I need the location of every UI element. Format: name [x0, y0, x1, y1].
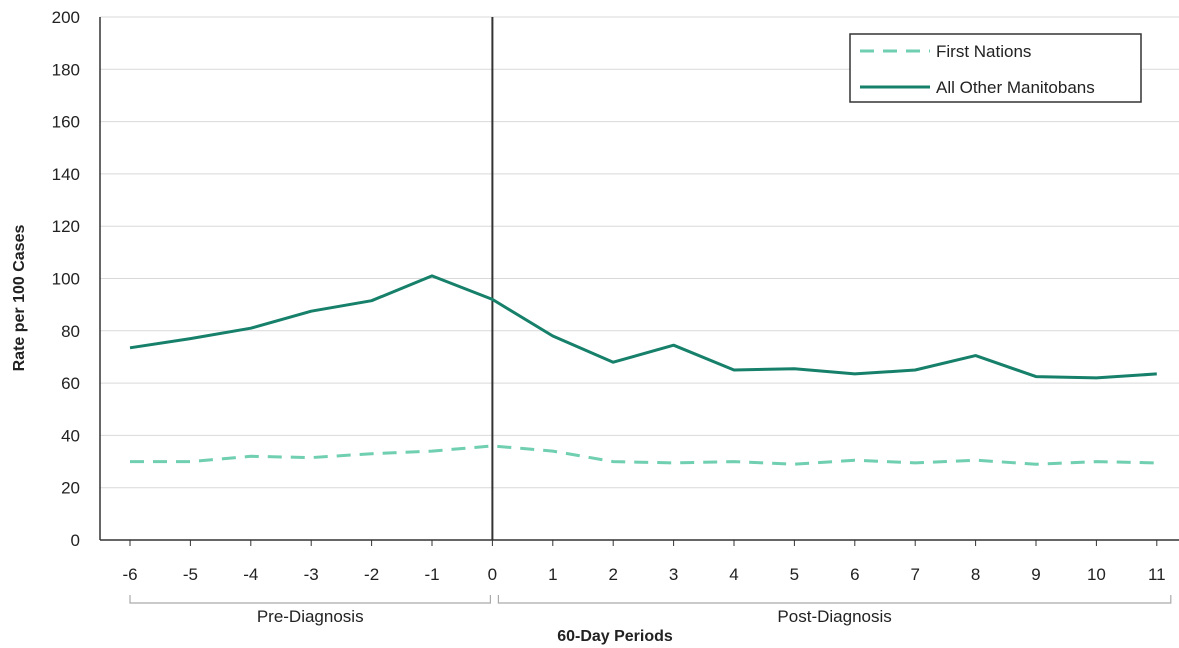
y-axis-title: Rate per 100 Cases [11, 225, 28, 372]
legend-box [849, 33, 1142, 103]
x-tick-label-1: 1 [548, 565, 557, 584]
x-tick-label--3: -3 [304, 565, 319, 584]
y-tick-label-20: 20 [61, 479, 80, 498]
x-tick-label-11: 11 [1148, 565, 1166, 584]
x-tick-label-5: 5 [790, 565, 799, 584]
axes [99, 17, 1179, 541]
y-tick-label-120: 120 [52, 217, 80, 236]
x-axis-ticks: -6 -5 -4 -3 -2 -1 0 1 2 3 4 5 6 7 8 9 10 11 [122, 540, 1166, 584]
x-tick-label-8: 8 [971, 565, 980, 584]
period-groups: Pre-Diagnosis Post-Diagnosis [129, 595, 1172, 626]
series-line-all-other-manitobans [129, 274, 1157, 380]
x-axis-title: 60-Day Periods [557, 628, 673, 645]
y-tick-label-200: 200 [52, 8, 80, 27]
y-tick-label-80: 80 [61, 322, 80, 341]
y-axis-ticks: 0 20 40 60 80 100 120 140 160 180 200 [52, 8, 80, 550]
bracket-post-diagnosis [497, 595, 1172, 604]
x-tick-label--1: -1 [424, 565, 439, 584]
x-tick-label-10: 10 [1087, 565, 1106, 584]
legend: First Nations All Other Manitobans [849, 33, 1142, 103]
gridlines [100, 16, 1179, 489]
series-line-first-nations [130, 444, 1157, 466]
x-tick-label-4: 4 [729, 565, 738, 584]
x-tick-label-6: 6 [850, 565, 859, 584]
legend-first-nations-label: First Nations [936, 42, 1031, 61]
x-tick-label--6: -6 [122, 565, 137, 584]
x-tick-label-2: 2 [608, 565, 617, 584]
group-label-pre-diagnosis: Pre-Diagnosis [257, 607, 364, 626]
y-tick-label-180: 180 [52, 60, 80, 79]
x-tick-label-7: 7 [910, 565, 919, 584]
group-label-post-diagnosis: Post-Diagnosis [777, 607, 891, 626]
y-tick-label-40: 40 [61, 426, 80, 445]
x-tick-label--4: -4 [243, 565, 258, 584]
y-tick-label-100: 100 [52, 270, 80, 289]
bracket-pre-diagnosis [129, 595, 491, 604]
y-tick-label-160: 160 [52, 113, 80, 132]
x-tick-label-9: 9 [1031, 565, 1040, 584]
x-tick-label--2: -2 [364, 565, 379, 584]
x-tick-label-0: 0 [488, 565, 497, 584]
x-tick-label--5: -5 [183, 565, 198, 584]
legend-all-other-manitobans-label: All Other Manitobans [936, 78, 1095, 97]
x-tick-label-3: 3 [669, 565, 678, 584]
y-tick-label-60: 60 [61, 374, 80, 393]
series-lines [129, 274, 1157, 466]
y-tick-label-140: 140 [52, 165, 80, 184]
y-tick-label-0: 0 [71, 531, 80, 550]
